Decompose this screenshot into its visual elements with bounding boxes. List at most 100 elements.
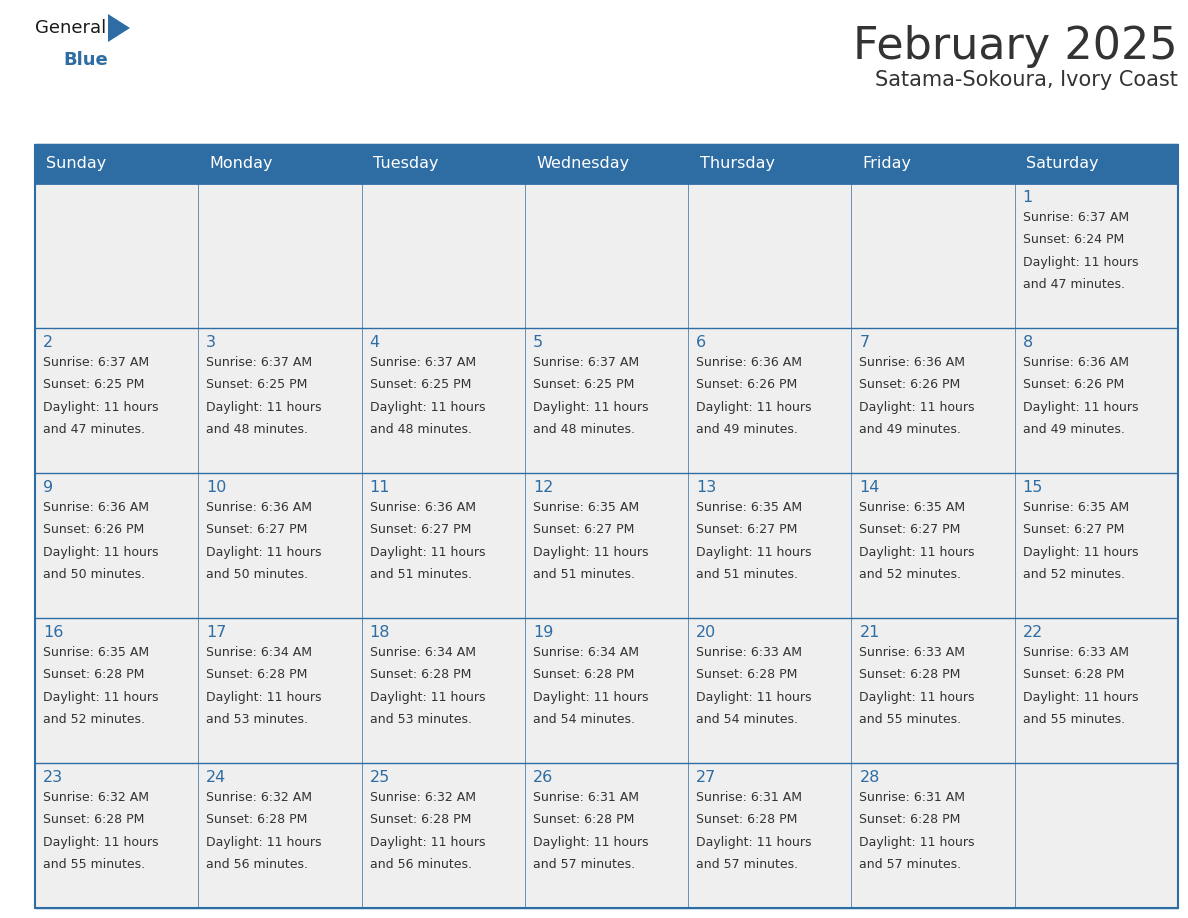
Text: and 53 minutes.: and 53 minutes. xyxy=(369,713,472,726)
Text: Sunset: 6:28 PM: Sunset: 6:28 PM xyxy=(43,668,145,681)
Text: 23: 23 xyxy=(43,770,63,785)
Text: and 57 minutes.: and 57 minutes. xyxy=(696,858,798,871)
Text: 21: 21 xyxy=(859,625,880,640)
Text: Sunday: Sunday xyxy=(46,156,107,172)
Text: Monday: Monday xyxy=(210,156,273,172)
Text: Sunrise: 6:35 AM: Sunrise: 6:35 AM xyxy=(43,646,150,659)
Text: and 52 minutes.: and 52 minutes. xyxy=(43,713,145,726)
Text: 27: 27 xyxy=(696,770,716,785)
Text: February 2025: February 2025 xyxy=(853,25,1178,68)
Bar xyxy=(361,145,525,183)
Text: Daylight: 11 hours: Daylight: 11 hours xyxy=(43,691,158,704)
Text: 16: 16 xyxy=(43,625,63,640)
Text: Sunrise: 6:33 AM: Sunrise: 6:33 AM xyxy=(1023,646,1129,659)
Text: Sunset: 6:28 PM: Sunset: 6:28 PM xyxy=(43,813,145,826)
Text: and 49 minutes.: and 49 minutes. xyxy=(859,423,961,436)
Text: Daylight: 11 hours: Daylight: 11 hours xyxy=(696,546,811,559)
Text: Sunrise: 6:35 AM: Sunrise: 6:35 AM xyxy=(859,501,966,514)
Text: and 53 minutes.: and 53 minutes. xyxy=(207,713,308,726)
Text: Sunrise: 6:32 AM: Sunrise: 6:32 AM xyxy=(207,791,312,804)
Text: Sunset: 6:28 PM: Sunset: 6:28 PM xyxy=(1023,668,1124,681)
Text: Sunrise: 6:34 AM: Sunrise: 6:34 AM xyxy=(207,646,312,659)
Bar xyxy=(34,328,198,473)
Text: Sunset: 6:26 PM: Sunset: 6:26 PM xyxy=(1023,378,1124,391)
Text: Daylight: 11 hours: Daylight: 11 hours xyxy=(369,836,485,849)
Text: Sunrise: 6:35 AM: Sunrise: 6:35 AM xyxy=(1023,501,1129,514)
Text: Daylight: 11 hours: Daylight: 11 hours xyxy=(859,836,975,849)
Text: Daylight: 11 hours: Daylight: 11 hours xyxy=(696,401,811,414)
Polygon shape xyxy=(108,14,129,42)
Text: Daylight: 11 hours: Daylight: 11 hours xyxy=(207,401,322,414)
Text: Sunset: 6:28 PM: Sunset: 6:28 PM xyxy=(696,813,797,826)
Text: Daylight: 11 hours: Daylight: 11 hours xyxy=(43,836,158,849)
Text: Sunset: 6:25 PM: Sunset: 6:25 PM xyxy=(43,378,145,391)
Text: Sunrise: 6:36 AM: Sunrise: 6:36 AM xyxy=(1023,356,1129,369)
Text: Sunrise: 6:32 AM: Sunrise: 6:32 AM xyxy=(369,791,475,804)
Text: Daylight: 11 hours: Daylight: 11 hours xyxy=(369,691,485,704)
Bar xyxy=(34,763,198,908)
Bar xyxy=(198,328,361,473)
Text: and 55 minutes.: and 55 minutes. xyxy=(43,858,145,871)
Bar xyxy=(361,618,525,763)
Text: and 48 minutes.: and 48 minutes. xyxy=(207,423,308,436)
Text: 3: 3 xyxy=(207,335,216,350)
Bar xyxy=(525,763,688,908)
Bar xyxy=(198,618,361,763)
Text: Daylight: 11 hours: Daylight: 11 hours xyxy=(207,691,322,704)
Text: and 47 minutes.: and 47 minutes. xyxy=(1023,278,1125,291)
Text: 22: 22 xyxy=(1023,625,1043,640)
Text: Sunrise: 6:36 AM: Sunrise: 6:36 AM xyxy=(859,356,966,369)
Text: Sunset: 6:28 PM: Sunset: 6:28 PM xyxy=(859,813,961,826)
Text: Sunrise: 6:33 AM: Sunrise: 6:33 AM xyxy=(859,646,966,659)
Bar xyxy=(34,145,198,183)
Text: Daylight: 11 hours: Daylight: 11 hours xyxy=(1023,691,1138,704)
Text: Sunset: 6:28 PM: Sunset: 6:28 PM xyxy=(533,668,634,681)
Text: Sunrise: 6:36 AM: Sunrise: 6:36 AM xyxy=(207,501,312,514)
Text: Sunset: 6:25 PM: Sunset: 6:25 PM xyxy=(369,378,470,391)
Text: and 49 minutes.: and 49 minutes. xyxy=(1023,423,1125,436)
Text: Daylight: 11 hours: Daylight: 11 hours xyxy=(696,691,811,704)
Text: 6: 6 xyxy=(696,335,707,350)
Bar xyxy=(198,473,361,618)
Text: 15: 15 xyxy=(1023,480,1043,495)
Bar xyxy=(361,473,525,618)
Text: Daylight: 11 hours: Daylight: 11 hours xyxy=(1023,401,1138,414)
Text: Daylight: 11 hours: Daylight: 11 hours xyxy=(207,836,322,849)
Text: Sunrise: 6:31 AM: Sunrise: 6:31 AM xyxy=(696,791,802,804)
Text: Daylight: 11 hours: Daylight: 11 hours xyxy=(859,401,975,414)
Text: 20: 20 xyxy=(696,625,716,640)
Bar xyxy=(852,618,1015,763)
Text: Sunrise: 6:36 AM: Sunrise: 6:36 AM xyxy=(696,356,802,369)
Text: 2: 2 xyxy=(43,335,53,350)
Text: 10: 10 xyxy=(207,480,227,495)
Text: Sunrise: 6:35 AM: Sunrise: 6:35 AM xyxy=(533,501,639,514)
Bar xyxy=(525,183,688,328)
Text: Sunset: 6:28 PM: Sunset: 6:28 PM xyxy=(207,813,308,826)
Text: 24: 24 xyxy=(207,770,227,785)
Text: 19: 19 xyxy=(533,625,554,640)
Bar xyxy=(688,145,852,183)
Text: and 56 minutes.: and 56 minutes. xyxy=(207,858,308,871)
Text: General: General xyxy=(34,19,106,37)
Text: Sunset: 6:28 PM: Sunset: 6:28 PM xyxy=(859,668,961,681)
Text: Wednesday: Wednesday xyxy=(536,156,630,172)
Text: Daylight: 11 hours: Daylight: 11 hours xyxy=(1023,256,1138,269)
Text: Friday: Friday xyxy=(862,156,912,172)
Text: Sunset: 6:27 PM: Sunset: 6:27 PM xyxy=(369,523,470,536)
Bar xyxy=(525,618,688,763)
Text: Sunrise: 6:37 AM: Sunrise: 6:37 AM xyxy=(369,356,475,369)
Text: Sunset: 6:26 PM: Sunset: 6:26 PM xyxy=(696,378,797,391)
Text: Daylight: 11 hours: Daylight: 11 hours xyxy=(369,401,485,414)
Text: Daylight: 11 hours: Daylight: 11 hours xyxy=(533,546,649,559)
Text: and 54 minutes.: and 54 minutes. xyxy=(533,713,634,726)
Text: Sunrise: 6:35 AM: Sunrise: 6:35 AM xyxy=(696,501,802,514)
Bar xyxy=(34,183,198,328)
Text: 4: 4 xyxy=(369,335,380,350)
Bar xyxy=(1015,183,1178,328)
Bar xyxy=(688,763,852,908)
Text: and 47 minutes.: and 47 minutes. xyxy=(43,423,145,436)
Text: 5: 5 xyxy=(533,335,543,350)
Text: Thursday: Thursday xyxy=(700,156,775,172)
Text: Sunrise: 6:34 AM: Sunrise: 6:34 AM xyxy=(533,646,639,659)
Text: Sunset: 6:27 PM: Sunset: 6:27 PM xyxy=(533,523,634,536)
